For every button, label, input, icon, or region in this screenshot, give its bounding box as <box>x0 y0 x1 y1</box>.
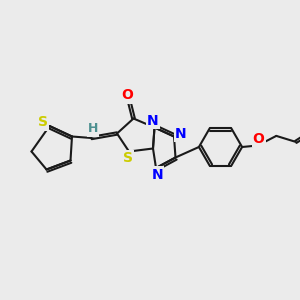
Text: N: N <box>147 114 159 128</box>
Text: N: N <box>175 127 186 141</box>
Text: S: S <box>122 151 133 165</box>
Text: N: N <box>152 168 163 182</box>
Text: O: O <box>122 88 134 102</box>
Text: S: S <box>38 116 48 129</box>
Text: H: H <box>88 122 98 136</box>
Text: O: O <box>253 132 265 146</box>
